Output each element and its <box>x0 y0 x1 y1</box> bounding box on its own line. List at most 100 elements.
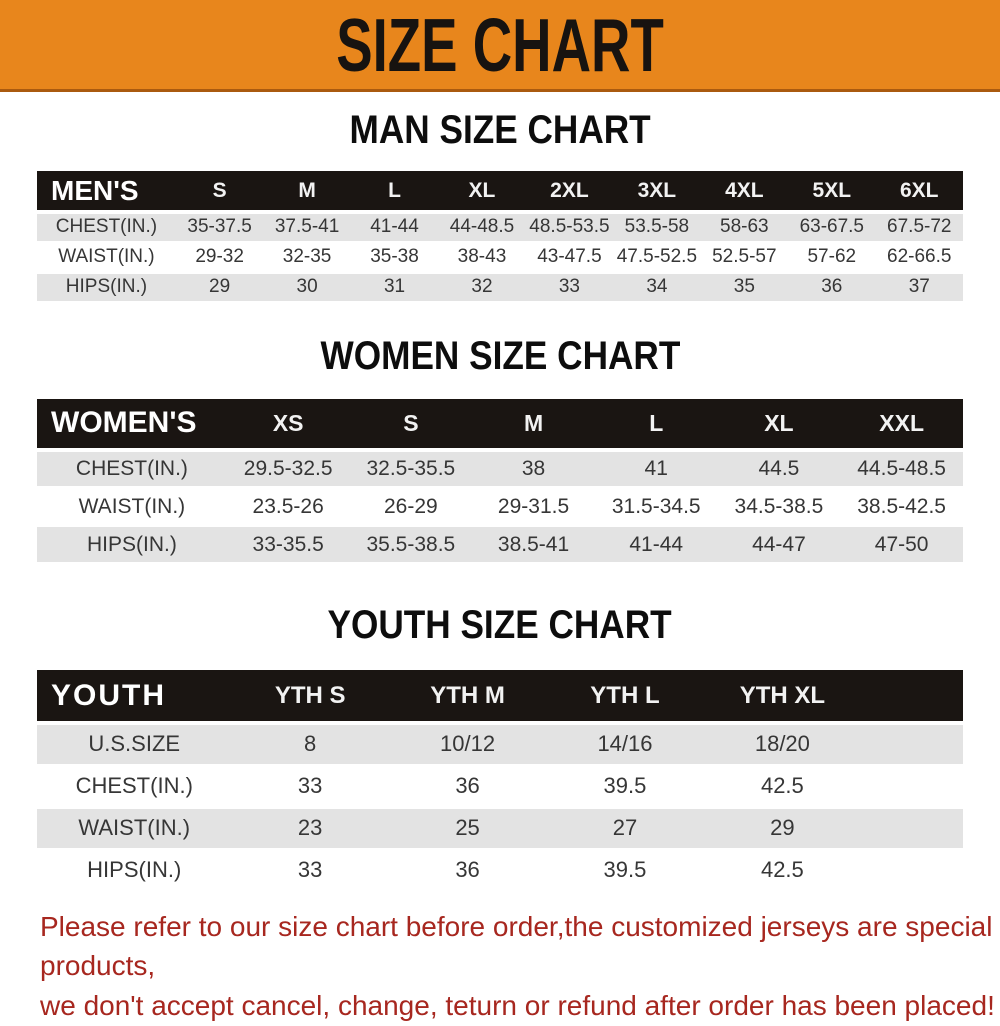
row-label-cell: WAIST(IN.) <box>37 807 232 851</box>
table-title-cell: WOMEN'S <box>37 398 227 452</box>
value-cell: 25 <box>388 807 547 851</box>
value-cell: 41 <box>594 449 718 489</box>
youth-table-header-row: YOUTH YTH S YTH M YTH L YTH XL <box>37 670 963 725</box>
value-cell: 30 <box>263 272 351 304</box>
size-column-header: L <box>594 398 718 452</box>
table-row: CHEST(IN.) 35-37.5 37.5-41 41-44 44-48.5 48.5… <box>37 212 963 244</box>
spacer-cell <box>861 723 963 767</box>
spacer-cell <box>861 807 963 851</box>
value-cell: 26-29 <box>349 487 473 527</box>
table-row: WAIST(IN.) 29-32 32-35 35-38 38-43 43-47.5 47.… <box>37 242 963 274</box>
value-cell: 32.5-35.5 <box>349 449 473 489</box>
men-size-section: MAN SIZE CHART MEN'S S M L XL 2XL 3XL 4XL 5XL 6XL… <box>0 92 1000 304</box>
value-cell: 38 <box>472 449 595 489</box>
value-cell: 36 <box>388 765 547 809</box>
value-cell: 48.5-53.5 <box>525 212 614 244</box>
value-cell: 47-50 <box>840 525 963 565</box>
value-cell: 41-44 <box>594 525 718 565</box>
value-cell: 29-31.5 <box>472 487 595 527</box>
table-title-cell: YOUTH <box>37 670 232 725</box>
size-column-header: 3XL <box>613 171 701 214</box>
value-cell: 35-38 <box>350 242 439 274</box>
value-cell: 27 <box>546 807 704 851</box>
table-row: U.S.SIZE 8 10/12 14/16 18/20 <box>37 723 963 767</box>
table-row: HIPS(IN.) 33-35.5 35.5-38.5 38.5-41 41-44 44-… <box>37 525 963 565</box>
row-label-cell: U.S.SIZE <box>37 723 232 767</box>
size-column-header: XL <box>717 398 841 452</box>
value-cell: 23 <box>231 807 389 851</box>
value-cell: 58-63 <box>700 212 789 244</box>
table-row: CHEST(IN.) 33 36 39.5 42.5 <box>37 765 963 809</box>
size-column-header: M <box>263 171 351 214</box>
banner-title: SIZE CHART <box>336 2 664 87</box>
value-cell: 35-37.5 <box>175 212 264 244</box>
spacer-cell <box>861 765 963 809</box>
size-column-header: 4XL <box>700 171 789 214</box>
value-cell: 38.5-41 <box>472 525 595 565</box>
value-cell: 44-48.5 <box>438 212 526 244</box>
size-column-header: M <box>472 398 595 452</box>
size-column-header: S <box>175 171 264 214</box>
value-cell: 10/12 <box>388 723 547 767</box>
size-column-header: L <box>350 171 439 214</box>
size-chart-banner: SIZE CHART <box>0 0 1000 92</box>
order-note-line-1: Please refer to our size chart before or… <box>40 910 993 982</box>
value-cell: 39.5 <box>546 765 704 809</box>
size-column-header: XS <box>226 398 350 452</box>
value-cell: 38-43 <box>438 242 526 274</box>
men-table-header-row: MEN'S S M L XL 2XL 3XL 4XL 5XL 6XL <box>37 171 963 214</box>
value-cell: 44.5 <box>717 449 841 489</box>
spacer-cell <box>861 670 963 725</box>
size-column-header: S <box>349 398 473 452</box>
value-cell: 41-44 <box>350 212 439 244</box>
value-cell: 42.5 <box>703 765 862 809</box>
table-row: HIPS(IN.) 33 36 39.5 42.5 <box>37 849 963 893</box>
women-section-heading: WOMEN SIZE CHART <box>320 333 680 378</box>
value-cell: 29-32 <box>175 242 264 274</box>
value-cell: 57-62 <box>788 242 876 274</box>
value-cell: 43-47.5 <box>525 242 614 274</box>
table-row: CHEST(IN.) 29.5-32.5 32.5-35.5 38 41 44.5 44.5… <box>37 449 963 489</box>
value-cell: 36 <box>388 849 547 893</box>
value-cell: 32-35 <box>263 242 351 274</box>
row-label-cell: WAIST(IN.) <box>37 242 176 274</box>
size-column-header: YTH XL <box>703 670 862 725</box>
value-cell: 34.5-38.5 <box>717 487 841 527</box>
value-cell: 33-35.5 <box>226 525 350 565</box>
youth-size-table: YOUTH YTH S YTH M YTH L YTH XL U.S.SIZE 8 10/1… <box>37 670 963 893</box>
row-label-cell: HIPS(IN.) <box>37 849 232 893</box>
value-cell: 67.5-72 <box>875 212 963 244</box>
size-column-header: XL <box>438 171 526 214</box>
value-cell: 33 <box>525 272 614 304</box>
size-column-header: 6XL <box>875 171 963 214</box>
value-cell: 18/20 <box>703 723 862 767</box>
value-cell: 34 <box>613 272 701 304</box>
value-cell: 63-67.5 <box>788 212 876 244</box>
row-label-cell: WAIST(IN.) <box>37 487 227 527</box>
value-cell: 33 <box>231 765 389 809</box>
table-row: WAIST(IN.) 23.5-26 26-29 29-31.5 31.5-34.5 34… <box>37 487 963 527</box>
value-cell: 29 <box>703 807 862 851</box>
value-cell: 39.5 <box>546 849 704 893</box>
value-cell: 29 <box>175 272 264 304</box>
size-column-header: YTH L <box>546 670 704 725</box>
women-size-table: WOMEN'S XS S M L XL XXL CHEST(IN.) 29.5-32.5 32.… <box>37 398 963 565</box>
size-column-header: XXL <box>840 398 963 452</box>
size-column-header: YTH S <box>231 670 389 725</box>
value-cell: 14/16 <box>546 723 704 767</box>
order-note: Please refer to our size chart before or… <box>0 907 1000 1026</box>
value-cell: 47.5-52.5 <box>613 242 701 274</box>
value-cell: 38.5-42.5 <box>840 487 963 527</box>
row-label-cell: HIPS(IN.) <box>37 272 176 304</box>
women-size-section: WOMEN SIZE CHART WOMEN'S XS S M L XL XXL CHEST… <box>0 304 1000 565</box>
value-cell: 8 <box>231 723 389 767</box>
value-cell: 33 <box>231 849 389 893</box>
table-row: WAIST(IN.) 23 25 27 29 <box>37 807 963 851</box>
spacer-cell <box>861 849 963 893</box>
size-column-header: 5XL <box>788 171 876 214</box>
size-column-header: YTH M <box>388 670 547 725</box>
value-cell: 29.5-32.5 <box>226 449 350 489</box>
value-cell: 35 <box>700 272 789 304</box>
row-label-cell: CHEST(IN.) <box>37 212 176 244</box>
value-cell: 31 <box>350 272 439 304</box>
